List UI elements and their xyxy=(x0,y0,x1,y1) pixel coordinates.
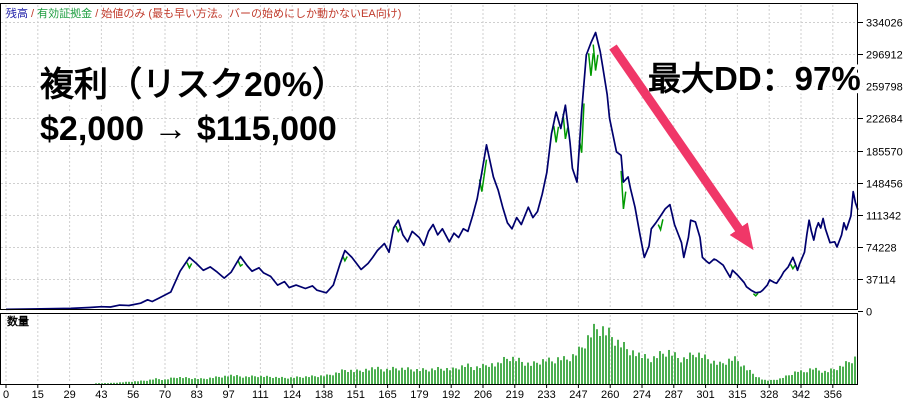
x-axis-label: 29 xyxy=(63,389,75,401)
x-axis-label: 247 xyxy=(569,389,587,401)
x-axis-label: 219 xyxy=(506,389,524,401)
axis-labels: 0 15 29 43 56 70 83 97 111 124 138 151 165 179 192 206 2… xyxy=(3,18,903,401)
legend-mode-label: 始値のみ (最も早い方法。バーの始めにしか動かないEA向け) xyxy=(101,8,402,20)
x-axis-label: 260 xyxy=(601,389,619,401)
annotation-strategy-line2: $2,000 → $115,000 xyxy=(40,110,337,148)
x-axis-label: 165 xyxy=(378,389,396,401)
volume-panel-label: 数量 xyxy=(7,314,29,328)
y-axis-label: 296912 xyxy=(866,50,903,62)
y-axis-label: 74228 xyxy=(866,243,897,255)
x-axis-label: 274 xyxy=(633,389,651,401)
x-axis-label: 83 xyxy=(191,389,203,401)
x-axis-label: 233 xyxy=(537,389,555,401)
volume-bars xyxy=(95,323,856,384)
x-axis-label: 179 xyxy=(410,389,428,401)
y-axis-label: 148456 xyxy=(866,179,903,191)
legend-separator: / xyxy=(92,8,102,20)
x-axis-label: 124 xyxy=(283,389,301,401)
x-axis-label: 0 xyxy=(3,389,9,401)
x-axis-label: 15 xyxy=(32,389,44,401)
legend-balance-label: 残高 xyxy=(6,8,28,20)
x-axis-label: 97 xyxy=(222,389,234,401)
x-axis-label: 206 xyxy=(474,389,492,401)
x-axis-label: 315 xyxy=(728,389,746,401)
x-axis-label: 356 xyxy=(824,389,842,401)
y-axis-label: 334026 xyxy=(866,18,903,30)
y-axis-label: 259798 xyxy=(866,82,903,94)
x-axis-label: 342 xyxy=(792,389,810,401)
x-axis-label: 70 xyxy=(159,389,171,401)
x-axis-label: 138 xyxy=(315,389,333,401)
y-axis-label: 111342 xyxy=(866,211,901,223)
legend-equity-label: 有効証拠金 xyxy=(37,8,93,20)
x-axis-label: 111 xyxy=(252,389,269,401)
x-axis-label: 151 xyxy=(347,389,365,401)
legend-separator: / xyxy=(28,8,38,20)
x-axis-label: 43 xyxy=(95,389,107,401)
x-axis-label: 301 xyxy=(696,389,714,401)
x-axis-label: 192 xyxy=(442,389,460,401)
y-axis-label: 185570 xyxy=(866,147,903,159)
drawdown-arrow xyxy=(609,44,754,251)
y-axis-label: 0 xyxy=(866,307,872,319)
annotation-strategy-line1: 複利（リスク20%） xyxy=(40,65,346,104)
annotation-max-drawdown: 最大DD：97% xyxy=(648,60,861,97)
y-axis-label: 37114 xyxy=(866,275,896,287)
main-panel-border xyxy=(0,3,858,310)
chart-legend: 残高 / 有効証拠金 / 始値のみ (最も早い方法。バーの始めにしか動かないEA… xyxy=(6,5,401,21)
x-axis-label: 328 xyxy=(760,389,778,401)
volume-panel-border xyxy=(0,313,858,385)
x-axis-label: 56 xyxy=(127,389,139,401)
x-axis-label: 287 xyxy=(665,389,683,401)
balance-line xyxy=(5,31,859,311)
y-axis-label: 222684 xyxy=(866,114,903,126)
